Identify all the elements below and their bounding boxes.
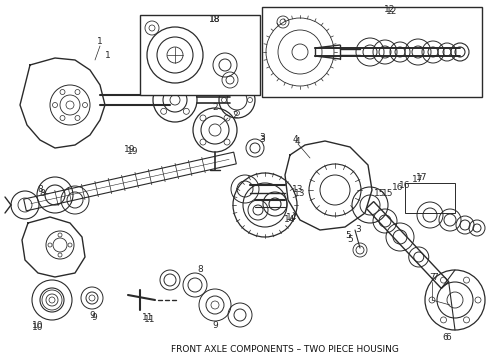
Text: 18: 18: [209, 15, 221, 24]
Text: 14: 14: [284, 216, 295, 225]
Bar: [405, 183, 455, 213]
Text: 8: 8: [39, 189, 45, 198]
Text: 1: 1: [97, 37, 103, 46]
Text: 16: 16: [392, 184, 404, 193]
Text: FRONT AXLE COMPONENTS – TWO PIECE HOUSING: FRONT AXLE COMPONENTS – TWO PIECE HOUSIN…: [171, 346, 399, 355]
Polygon shape: [285, 141, 372, 230]
Text: 12: 12: [384, 5, 396, 14]
Text: 3: 3: [259, 134, 265, 143]
Polygon shape: [20, 58, 105, 148]
Text: 10: 10: [32, 320, 44, 329]
Text: 17: 17: [412, 175, 424, 184]
Text: 9: 9: [212, 320, 218, 329]
Text: 5: 5: [347, 235, 353, 244]
Text: 4: 4: [294, 138, 300, 147]
Polygon shape: [367, 202, 449, 288]
Text: 7: 7: [429, 274, 435, 283]
Text: 11: 11: [142, 314, 154, 323]
Text: 15: 15: [374, 189, 386, 198]
Text: 14: 14: [286, 213, 298, 222]
Text: 8: 8: [37, 185, 43, 194]
Text: 11: 11: [144, 315, 156, 324]
Polygon shape: [22, 217, 85, 277]
Text: 5: 5: [345, 230, 351, 239]
Bar: [262, 7, 482, 97]
Text: 2: 2: [232, 111, 238, 120]
Text: 17: 17: [416, 174, 428, 183]
Text: 12: 12: [386, 6, 398, 15]
Polygon shape: [24, 152, 236, 211]
Text: 4: 4: [292, 135, 298, 144]
Text: 3: 3: [355, 225, 361, 234]
Text: 18: 18: [209, 14, 221, 23]
Text: 16: 16: [399, 181, 411, 190]
Text: 6: 6: [442, 333, 448, 342]
Text: 3: 3: [259, 135, 265, 144]
Text: 19: 19: [127, 148, 139, 157]
Text: 8: 8: [197, 266, 203, 274]
Text: 2: 2: [212, 104, 218, 112]
Text: 9: 9: [89, 310, 95, 320]
Text: 7: 7: [432, 274, 438, 283]
Text: 13: 13: [294, 189, 306, 198]
Text: 9: 9: [91, 314, 97, 323]
Text: 19: 19: [124, 145, 136, 154]
Text: 15: 15: [382, 189, 394, 198]
Bar: [140, 15, 260, 95]
Text: 10: 10: [32, 324, 44, 333]
Text: 1: 1: [105, 50, 111, 59]
Text: 13: 13: [292, 185, 304, 194]
Text: 6: 6: [445, 333, 451, 342]
